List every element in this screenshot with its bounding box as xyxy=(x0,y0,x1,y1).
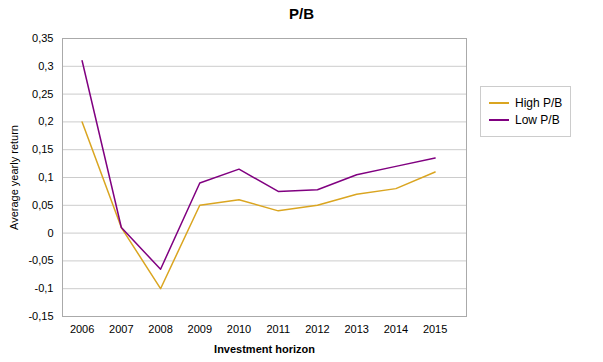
svg-text:2015: 2015 xyxy=(423,323,447,335)
svg-text:Average yearly return: Average yearly return xyxy=(8,125,20,230)
html-text:P/B: P/B xyxy=(289,5,314,22)
svg-text:-0,15: -0,15 xyxy=(28,310,53,322)
html-text:High P/B: High P/B xyxy=(515,96,563,110)
svg-text:-0,05: -0,05 xyxy=(28,254,53,266)
svg-text:2006: 2006 xyxy=(70,323,94,335)
svg-text:2012: 2012 xyxy=(305,323,329,335)
svg-text:0,1: 0,1 xyxy=(38,171,53,183)
svg-text:-0,1: -0,1 xyxy=(35,282,54,294)
svg-text:2013: 2013 xyxy=(344,323,368,335)
svg-text:2007: 2007 xyxy=(109,323,133,335)
svg-text:0,2: 0,2 xyxy=(38,115,53,127)
svg-text:2008: 2008 xyxy=(148,323,172,335)
svg-text:2014: 2014 xyxy=(384,323,408,335)
svg-text:2011: 2011 xyxy=(266,323,290,335)
svg-text:2009: 2009 xyxy=(188,323,212,335)
svg-text:0,3: 0,3 xyxy=(38,60,53,72)
svg-text:0,35: 0,35 xyxy=(32,32,53,44)
svg-text:0,15: 0,15 xyxy=(32,143,53,155)
svg-text:0: 0 xyxy=(47,227,53,239)
svg-text:0,05: 0,05 xyxy=(32,199,53,211)
html-text:Low P/B: Low P/B xyxy=(515,113,560,127)
svg-text:0,25: 0,25 xyxy=(32,88,53,100)
svg-text:Investment horizon: Investment horizon xyxy=(214,343,315,355)
svg-text:2010: 2010 xyxy=(227,323,251,335)
